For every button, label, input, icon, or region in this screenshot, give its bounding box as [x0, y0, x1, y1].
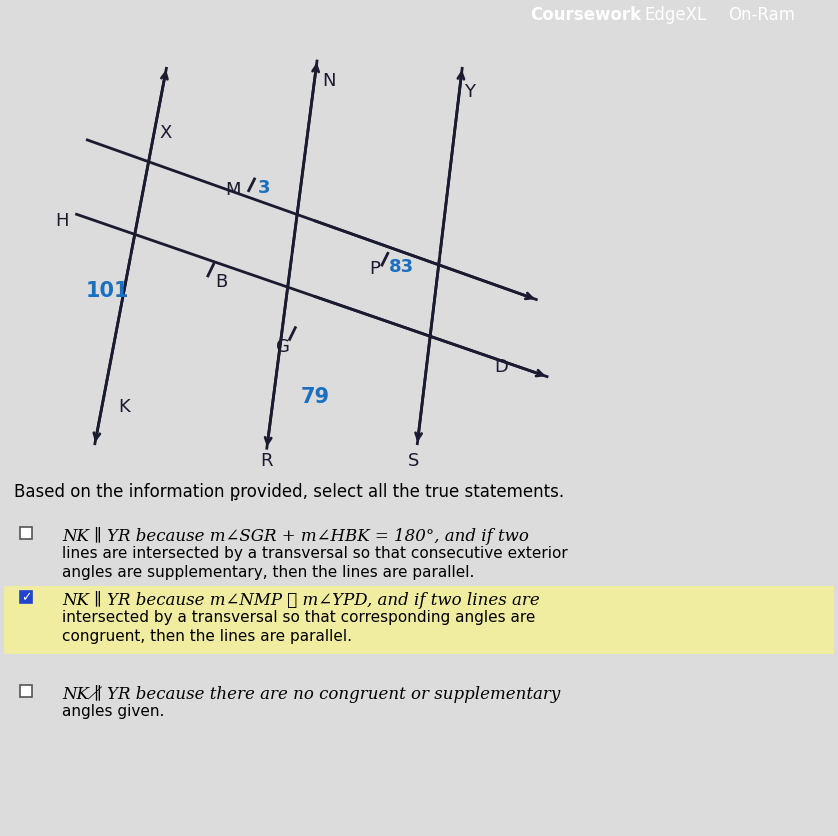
Bar [4, 586, 834, 654]
Bar [20, 591, 32, 603]
Text: B: B [215, 273, 227, 291]
Text: R: R [261, 451, 273, 470]
Text: X: X [159, 124, 172, 142]
Text: 3: 3 [258, 178, 271, 196]
Text: NK ∥ YR because m∠NMP ≅ m∠YPD, and if two lines are: NK ∥ YR because m∠NMP ≅ m∠YPD, and if tw… [62, 590, 540, 608]
Text: S: S [408, 451, 420, 470]
Text: NK ∥ YR because m∠SGR + m∠HBK = 180°, and if two: NK ∥ YR because m∠SGR + m∠HBK = 180°, an… [62, 526, 529, 544]
Text: G: G [277, 338, 290, 356]
Text: angles given.: angles given. [62, 703, 164, 718]
Text: Coursework: Coursework [530, 7, 641, 24]
Text: ✓: ✓ [21, 590, 31, 604]
Text: D: D [494, 358, 509, 375]
Bar [20, 685, 32, 697]
Text: Based on the information p̧rovided, select all the true statements.: Based on the information p̧rovided, sele… [14, 482, 564, 500]
Text: M: M [225, 181, 241, 199]
Text: congruent, then the lines are parallel.: congruent, then the lines are parallel. [62, 628, 352, 643]
Text: 83: 83 [389, 258, 414, 276]
Bar [20, 528, 32, 539]
Text: EdgeXL: EdgeXL [644, 7, 706, 24]
Text: On-Ram: On-Ram [728, 7, 795, 24]
Text: K: K [118, 398, 130, 415]
Text: 101: 101 [85, 281, 129, 301]
Text: N: N [323, 72, 336, 89]
Text: 79: 79 [301, 386, 330, 406]
Text: H: H [55, 212, 69, 230]
Text: Y: Y [464, 84, 475, 101]
Text: NK ∦ YR because there are no congruent or supplementary: NK ∦ YR because there are no congruent … [62, 684, 561, 702]
Text: lines are intersected by a transversal so that consecutive exterior: lines are intersected by a transversal s… [62, 545, 568, 560]
Text: P: P [370, 260, 380, 278]
Text: angles are supplementary, then the lines are parallel.: angles are supplementary, then the lines… [62, 564, 474, 579]
Text: intersected by a transversal so that corresponding angles are: intersected by a transversal so that cor… [62, 609, 535, 624]
